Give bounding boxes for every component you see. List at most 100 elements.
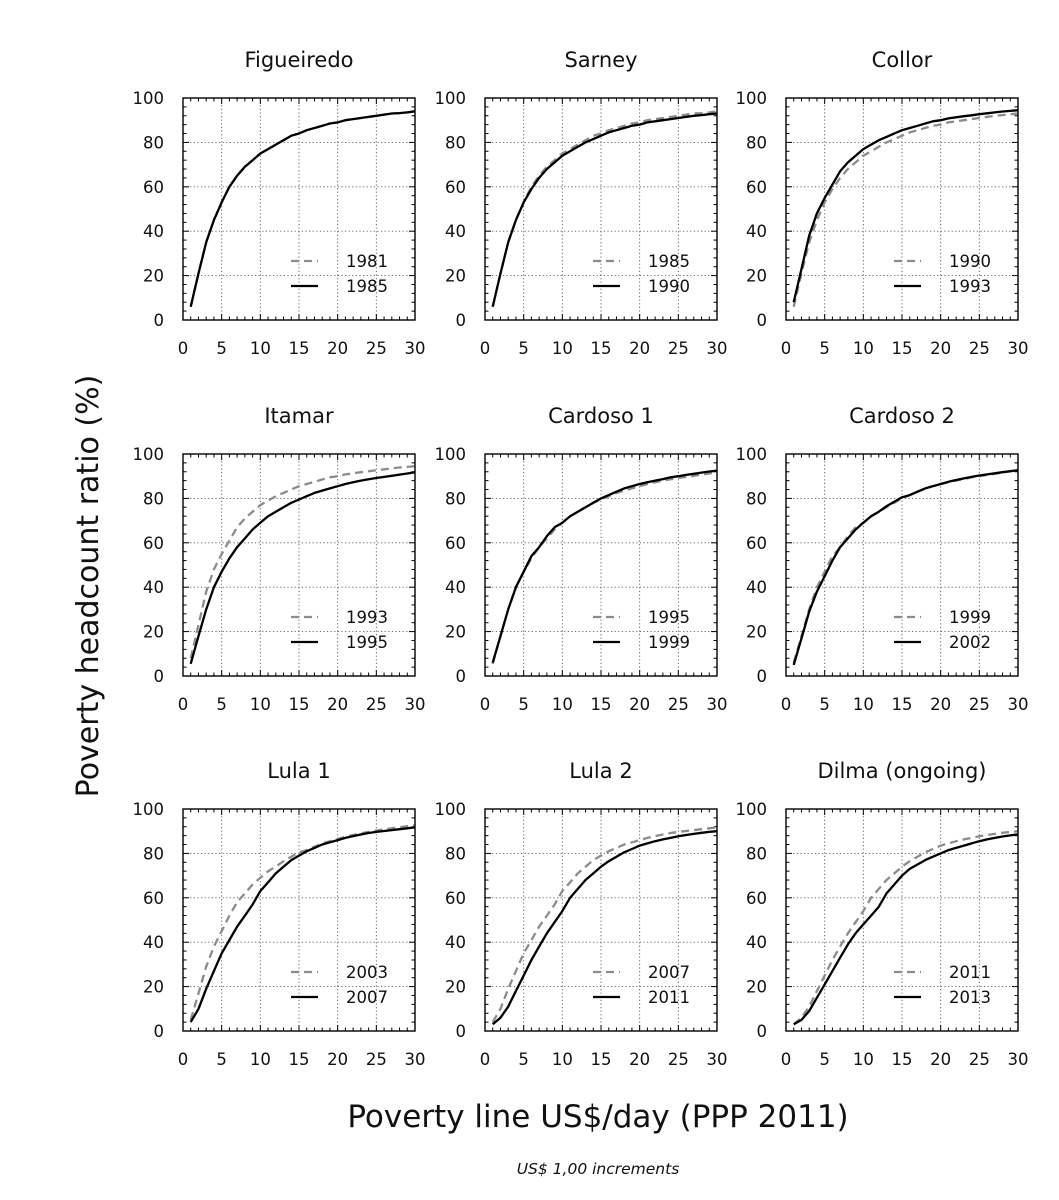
x-tick-label: 15 xyxy=(289,1050,310,1069)
series-line-2007 xyxy=(189,826,416,1023)
x-tick-label: 30 xyxy=(1008,695,1029,714)
x-tick-label: 10 xyxy=(250,1050,271,1069)
y-tick-label: 80 xyxy=(143,844,164,863)
panel-9: 0 5 10 15 20 25 30 0 20 40 60 80 100 2011 2013 Dilma (o… xyxy=(736,759,1029,1069)
y-tick-label: 40 xyxy=(746,222,767,241)
x-tick-label: 30 xyxy=(405,339,426,358)
x-tick-label: 20 xyxy=(327,1050,348,1069)
legend-label-1990: 1990 xyxy=(648,277,690,296)
x-tick-label: 15 xyxy=(892,339,913,358)
x-tick-label: 0 xyxy=(178,695,189,714)
y-tick-label: 0 xyxy=(154,667,165,686)
y-tick-label: 100 xyxy=(736,89,768,108)
y-tick-label: 40 xyxy=(445,933,466,952)
y-axis-label: Poverty headcount ratio (%) xyxy=(71,375,106,798)
series-line-2013 xyxy=(793,833,1019,1026)
y-tick-label: 100 xyxy=(435,800,467,819)
x-tick-label: 5 xyxy=(518,1050,529,1069)
y-tick-label: 60 xyxy=(143,178,164,197)
panel-2: 0 5 10 15 20 25 30 0 20 40 60 80 100 1985 1990 Sarney xyxy=(435,48,728,358)
x-tick-label: 10 xyxy=(853,339,874,358)
y-tick-label: 40 xyxy=(143,933,164,952)
x-tick-label: 25 xyxy=(366,695,387,714)
legend-label-1995: 1995 xyxy=(346,633,388,652)
y-tick-label: 20 xyxy=(746,623,767,642)
x-tick-label: 15 xyxy=(591,1050,612,1069)
x-tick-label: 5 xyxy=(819,1050,830,1069)
x-tick-label: 25 xyxy=(366,339,387,358)
panel-title: Sarney xyxy=(564,48,637,72)
legend-label-1995: 1995 xyxy=(648,608,690,627)
x-tick-label: 10 xyxy=(250,695,271,714)
y-tick-label: 60 xyxy=(746,889,767,908)
legend-label-1999: 1999 xyxy=(648,633,690,652)
legend-label-1993: 1993 xyxy=(949,277,991,296)
x-tick-label: 5 xyxy=(819,339,830,358)
series-line-2003 xyxy=(189,824,416,1021)
x-tick-label: 20 xyxy=(930,339,951,358)
x-tick-label: 0 xyxy=(781,339,792,358)
y-tick-label: 60 xyxy=(746,178,767,197)
plot-frame xyxy=(182,97,416,321)
legend-label-1981: 1981 xyxy=(346,252,388,271)
plot-frame xyxy=(785,97,1019,321)
x-tick-label: 20 xyxy=(930,695,951,714)
panel-6: 0 5 10 15 20 25 30 0 20 40 60 80 100 1999 2002 Cardoso … xyxy=(736,404,1029,714)
y-tick-label: 100 xyxy=(736,800,768,819)
legend-label-1999: 1999 xyxy=(949,608,991,627)
panel-title: Lula 1 xyxy=(267,759,330,783)
panel-title: Cardoso 1 xyxy=(548,404,654,428)
y-tick-label: 40 xyxy=(143,578,164,597)
y-tick-label: 80 xyxy=(746,133,767,152)
y-tick-label: 20 xyxy=(445,267,466,286)
x-tick-label: 20 xyxy=(629,339,650,358)
x-tick-label: 20 xyxy=(930,1050,951,1069)
legend-label-2007: 2007 xyxy=(648,963,690,982)
x-tick-label: 0 xyxy=(781,695,792,714)
x-tick-label: 0 xyxy=(178,339,189,358)
panel-title: Figueiredo xyxy=(244,48,353,72)
y-tick-label: 0 xyxy=(456,311,467,330)
y-tick-label: 60 xyxy=(143,889,164,908)
series-line-2002 xyxy=(792,469,1019,666)
x-tick-label: 5 xyxy=(518,339,529,358)
y-tick-label: 20 xyxy=(746,267,767,286)
y-tick-label: 20 xyxy=(746,978,767,997)
series-line-1995 xyxy=(189,471,416,665)
y-tick-label: 100 xyxy=(133,800,165,819)
x-tick-label: 30 xyxy=(405,1050,426,1069)
y-tick-label: 0 xyxy=(757,311,768,330)
x-tick-label: 15 xyxy=(892,695,913,714)
x-tick-label: 30 xyxy=(707,695,728,714)
x-tick-label: 20 xyxy=(629,695,650,714)
panel-4: 0 5 10 15 20 25 30 0 20 40 60 80 100 1993 1995 Itamar xyxy=(133,404,426,714)
x-tick-label: 20 xyxy=(629,1050,650,1069)
legend-label-2007: 2007 xyxy=(346,988,388,1007)
y-tick-label: 60 xyxy=(445,178,466,197)
legend-label-1985: 1985 xyxy=(346,277,388,296)
x-tick-label: 25 xyxy=(969,1050,990,1069)
y-tick-label: 40 xyxy=(445,222,466,241)
y-tick-label: 40 xyxy=(746,933,767,952)
x-tick-label: 0 xyxy=(480,339,491,358)
x-tick-label: 10 xyxy=(552,339,573,358)
y-tick-label: 60 xyxy=(445,534,466,553)
panel-title: Cardoso 2 xyxy=(849,404,955,428)
y-tick-label: 0 xyxy=(154,311,165,330)
y-tick-label: 60 xyxy=(746,534,767,553)
series-line-2011 xyxy=(792,830,1019,1026)
y-tick-label: 100 xyxy=(133,89,165,108)
panel-title: Dilma (ongoing) xyxy=(817,759,986,783)
x-tick-label: 0 xyxy=(480,1050,491,1069)
x-tick-label: 15 xyxy=(289,339,310,358)
plot-frame xyxy=(484,808,718,1032)
y-tick-label: 0 xyxy=(154,1022,165,1041)
series-line-1990 xyxy=(792,112,1019,307)
panel-1: 0 5 10 15 20 25 30 0 20 40 60 80 100 1981 1985 Figueire… xyxy=(133,48,426,358)
x-tick-label: 0 xyxy=(781,1050,792,1069)
y-tick-label: 20 xyxy=(445,623,466,642)
y-tick-label: 80 xyxy=(746,844,767,863)
x-tick-label: 10 xyxy=(853,1050,874,1069)
panel-title: Lula 2 xyxy=(569,759,632,783)
y-tick-label: 80 xyxy=(445,133,466,152)
